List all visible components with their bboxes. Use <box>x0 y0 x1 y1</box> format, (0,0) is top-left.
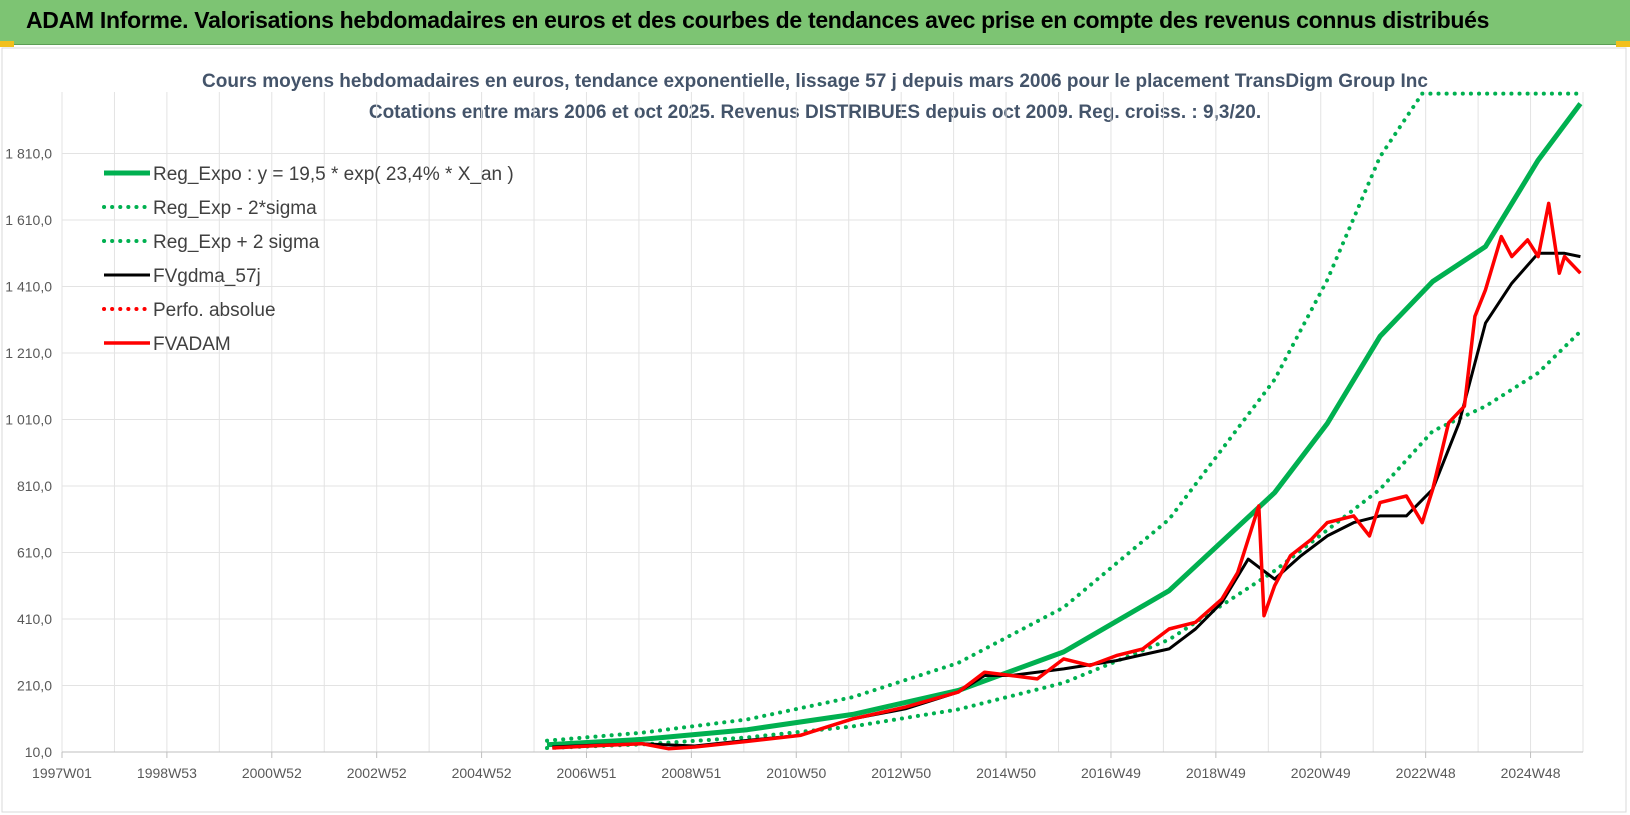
y-tick-label: 410,0 <box>17 611 52 627</box>
x-tick-label: 2000W52 <box>242 765 302 781</box>
y-axis: 10,0 210,0 410,0 610,0 810,0 1 010,0 1 210,0 1 … <box>5 146 52 761</box>
series-line-0 <box>546 102 1583 748</box>
legend: Reg_Expo : y = 19,5 * exp( 23,4% * X_an … <box>102 164 514 355</box>
y-tick-label: 1 210,0 <box>5 345 52 361</box>
corner-marker <box>0 41 14 47</box>
x-tick-label: 2006W51 <box>557 765 617 781</box>
series-line-5 <box>552 201 1582 751</box>
x-tick-label: 2012W50 <box>871 765 931 781</box>
x-tick-label: 2010W50 <box>766 765 826 781</box>
x-tick-label: 2020W49 <box>1291 765 1351 781</box>
legend-label: Reg_Expo : y = 19,5 * exp( 23,4% * X_an … <box>153 164 514 185</box>
series-line-2 <box>545 91 1583 743</box>
y-tick-label: 1 810,0 <box>5 146 52 162</box>
x-tick-label: 2002W52 <box>347 765 407 781</box>
corner-marker <box>1616 41 1630 47</box>
chart-subtitle: Cotations entre mars 2006 et oct 2025. R… <box>369 102 1261 123</box>
y-tick-label: 10,0 <box>25 744 52 760</box>
legend-label: Reg_Exp - 2*sigma <box>153 198 317 219</box>
series-layer <box>545 91 1583 751</box>
x-tick-label: 2008W51 <box>661 765 721 781</box>
y-tick-label: 1 010,0 <box>5 412 52 428</box>
y-tick-label: 810,0 <box>17 478 52 494</box>
report-title: ADAM Informe. Valorisations hebdomadaire… <box>26 7 1490 33</box>
legend-label: Perfo. absolue <box>153 300 276 321</box>
x-tick-label: 1997W01 <box>32 765 92 781</box>
y-tick-label: 610,0 <box>17 545 52 561</box>
x-tick-label: 2024W48 <box>1501 765 1561 781</box>
chart-title: Cours moyens hebdomadaires en euros, ten… <box>202 71 1428 92</box>
y-tick-label: 1 610,0 <box>5 212 52 228</box>
report-banner: ADAM Informe. Valorisations hebdomadaire… <box>0 0 1630 45</box>
x-tick-label: 2016W49 <box>1081 765 1141 781</box>
x-tick-label: 1998W53 <box>137 765 197 781</box>
x-tick-label: 2018W49 <box>1186 765 1246 781</box>
x-tick-label: 2022W48 <box>1396 765 1456 781</box>
series-line-1 <box>545 329 1583 750</box>
x-tick-label: 2014W50 <box>976 765 1036 781</box>
y-tick-label: 1 410,0 <box>5 279 52 295</box>
x-tick-label: 2004W52 <box>452 765 512 781</box>
legend-label: FVADAM <box>153 334 231 355</box>
x-axis: 1997W01 1998W53 2000W52 2002W52 2004W52 2006W… <box>32 752 1561 781</box>
legend-label: Reg_Exp + 2 sigma <box>153 232 320 253</box>
legend-label: FVgdma_57j <box>153 266 261 287</box>
chart-area <box>1 47 1627 813</box>
y-tick-label: 210,0 <box>17 678 52 694</box>
